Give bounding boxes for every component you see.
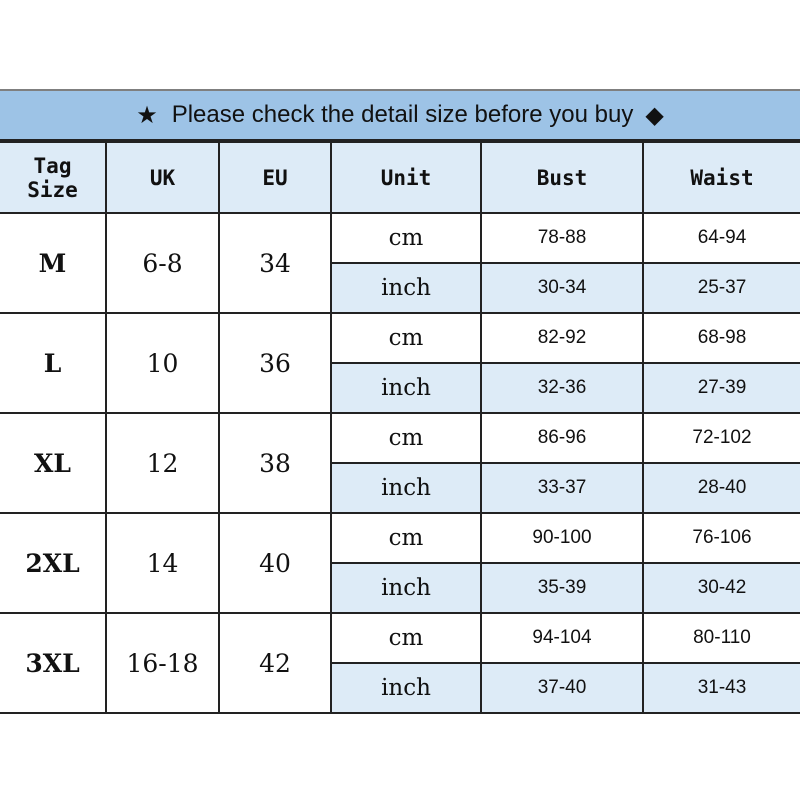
tag-size-cell: L <box>0 312 107 414</box>
title-text: Please check the detail size before you … <box>171 101 634 128</box>
unit-cell: cm <box>330 212 482 264</box>
table-row-inch: inch 37-40 31-43 <box>0 662 800 714</box>
table-row-inch: inch 30-34 25-37 <box>0 262 800 314</box>
table-row-inch: inch 33-37 28-40 <box>0 462 800 514</box>
bust-cell: 78-88 <box>480 212 644 264</box>
waist-cell: 68-98 <box>642 312 800 364</box>
table-row-cm: L 10 36 cm 82-92 68-98 <box>0 312 800 414</box>
waist-cell: 31-43 <box>642 662 800 714</box>
eu-size-cell: 38 <box>218 412 332 514</box>
uk-size-cell: 6-8 <box>105 212 220 314</box>
uk-size-cell: 10 <box>105 312 220 414</box>
bust-cell: 94-104 <box>480 612 644 664</box>
unit-cell: cm <box>330 412 482 464</box>
title-bar: ★ Please check the detail size before yo… <box>0 89 800 141</box>
uk-size-cell: 16-18 <box>105 612 220 714</box>
waist-cell: 28-40 <box>642 462 800 514</box>
unit-cell: inch <box>331 662 482 714</box>
header-tag-line1: Tag <box>33 153 72 178</box>
unit-cell: inch <box>331 362 482 414</box>
eu-size-cell: 42 <box>218 612 332 714</box>
table-row-cm: 3XL 16-18 42 cm 94-104 80-110 <box>0 612 800 714</box>
uk-size-cell: 14 <box>105 512 220 614</box>
unit-cell: inch <box>331 262 482 314</box>
unit-cell: inch <box>331 562 482 614</box>
bust-cell: 32-36 <box>480 362 644 414</box>
waist-cell: 80-110 <box>642 612 800 664</box>
bust-cell: 35-39 <box>480 562 644 614</box>
table-row-cm: 2XL 14 40 cm 90-100 76-106 <box>0 512 800 614</box>
unit-cell: inch <box>331 462 482 514</box>
waist-cell: 30-42 <box>642 562 800 614</box>
bust-cell: 86-96 <box>480 412 644 464</box>
waist-cell: 72-102 <box>642 412 800 464</box>
bust-cell: 90-100 <box>480 512 644 564</box>
eu-size-cell: 40 <box>218 512 332 614</box>
header-tag-line2: Size <box>27 177 78 202</box>
table-row-cm: XL 12 38 cm 86-96 72-102 <box>0 412 800 514</box>
header-uk: UK <box>105 141 220 214</box>
header-eu: EU <box>218 141 332 214</box>
unit-cell: cm <box>330 312 482 364</box>
bust-cell: 37-40 <box>480 662 644 714</box>
diamond-icon: ◆ <box>645 101 664 129</box>
uk-size-cell: 12 <box>105 412 220 514</box>
table-row-cm: M 6-8 34 cm 78-88 64-94 <box>0 212 800 314</box>
waist-cell: 27-39 <box>642 362 800 414</box>
tag-size-cell: 3XL <box>0 612 107 714</box>
header-waist: Waist <box>642 141 800 214</box>
eu-size-cell: 34 <box>218 212 332 314</box>
tag-size-cell: XL <box>0 412 107 514</box>
waist-cell: 64-94 <box>642 212 800 264</box>
waist-cell: 76-106 <box>642 512 800 564</box>
table-row-inch: inch 32-36 27-39 <box>0 362 800 414</box>
eu-size-cell: 36 <box>218 312 332 414</box>
header-row: Tag Size UK EU Unit Bust Waist <box>0 141 800 214</box>
bust-cell: 30-34 <box>480 262 644 314</box>
bust-cell: 82-92 <box>480 312 644 364</box>
tag-size-cell: M <box>0 212 107 314</box>
header-tag-size: Tag Size <box>0 141 107 214</box>
table-row-inch: inch 35-39 30-42 <box>0 562 800 614</box>
size-chart: ★ Please check the detail size before yo… <box>0 89 800 714</box>
header-unit: Unit <box>330 141 482 214</box>
unit-cell: cm <box>330 612 482 664</box>
unit-cell: cm <box>330 512 482 564</box>
tag-size-cell: 2XL <box>0 512 107 614</box>
bust-cell: 33-37 <box>480 462 644 514</box>
header-bust: Bust <box>480 141 644 214</box>
waist-cell: 25-37 <box>642 262 800 314</box>
size-table: Tag Size UK EU Unit Bust Waist M 6-8 34 cm 78… <box>0 141 800 714</box>
star-icon: ★ <box>136 101 158 129</box>
